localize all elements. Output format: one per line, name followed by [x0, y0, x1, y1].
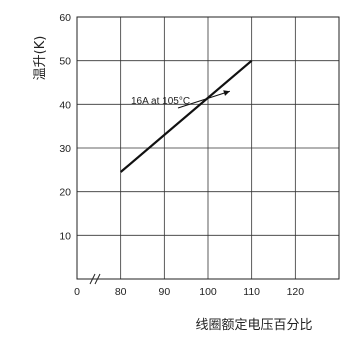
x-tick-label: 110 — [243, 286, 260, 298]
annotation-arrowhead — [223, 90, 230, 96]
y-tick-label: 60 — [59, 12, 71, 24]
chart-grid — [77, 17, 339, 279]
chart-series — [119, 59, 253, 173]
y-tick-label: 50 — [59, 56, 71, 68]
chart-frame — [76, 16, 340, 285]
axis-break-mark — [89, 273, 96, 285]
x-tick-label: 80 — [115, 286, 127, 298]
x-tick-label: 0 — [74, 286, 80, 298]
y-tick-label: 40 — [59, 99, 71, 111]
x-tick-label: 100 — [199, 286, 217, 298]
annotation-arrow — [177, 90, 230, 109]
plot-frame — [76, 16, 340, 280]
y-tick-label: 30 — [59, 143, 71, 155]
y-tick-label: 20 — [59, 187, 71, 199]
annotation-label: 16A at 105°C — [131, 96, 190, 107]
y-axis-label: 温升(K) — [33, 36, 48, 81]
y-tick-label: 10 — [59, 230, 71, 242]
x-axis-label: 线圈额定电压百分比 — [195, 318, 312, 333]
chart-labels: 0 80 90 100 110 120 10 20 30 40 50 60 16A at 105°C 温升… — [33, 12, 313, 333]
series-line — [119, 59, 253, 173]
axis-break-mark — [94, 273, 101, 285]
x-tick-label: 90 — [158, 286, 170, 298]
x-tick-label: 120 — [287, 286, 305, 298]
